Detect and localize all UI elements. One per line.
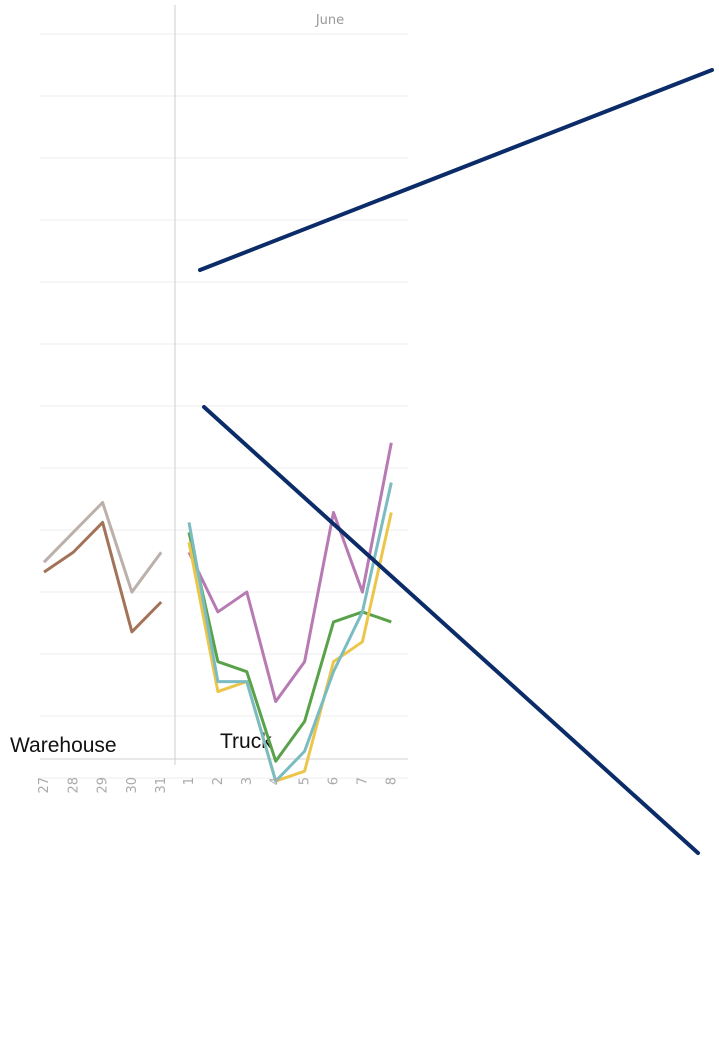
x-tick-label: 28 [66,777,81,794]
section-label-warehouse: Warehouse [10,734,117,757]
section-label-truck: Truck [220,730,272,753]
x-tick-label: 3 [240,777,255,785]
series-line-truck-3 [187,512,393,783]
x-tick-label: 6 [327,777,342,785]
x-tick-label: 31 [154,777,169,794]
x-tick-label: 5 [298,777,313,785]
x-tick-labels: 27 28 29 30 31 1 2 3 4 5 6 7 8 [37,777,399,794]
series-line-truck-2 [187,532,392,763]
callout-lines [198,68,714,855]
x-tick-label: 29 [96,777,111,794]
month-label: June [315,13,344,28]
x-tick-label: 27 [37,777,52,794]
x-tick-label: 4 [269,777,284,785]
x-tick-label: 1 [182,777,197,785]
series-line-truck-1 [187,442,393,703]
series-line-truck-4 [187,482,393,783]
x-tick-label: 30 [125,777,140,794]
callout-line-2 [202,405,700,855]
x-tick-label: 2 [211,777,226,785]
gridlines [40,33,408,779]
series-line-warehouse-2 [43,520,163,634]
x-tick-label: 8 [384,777,399,785]
x-tick-label: 7 [355,777,370,785]
series-line-warehouse-1 [42,501,163,594]
series-lines [42,442,393,783]
callout-line-1 [198,68,714,272]
